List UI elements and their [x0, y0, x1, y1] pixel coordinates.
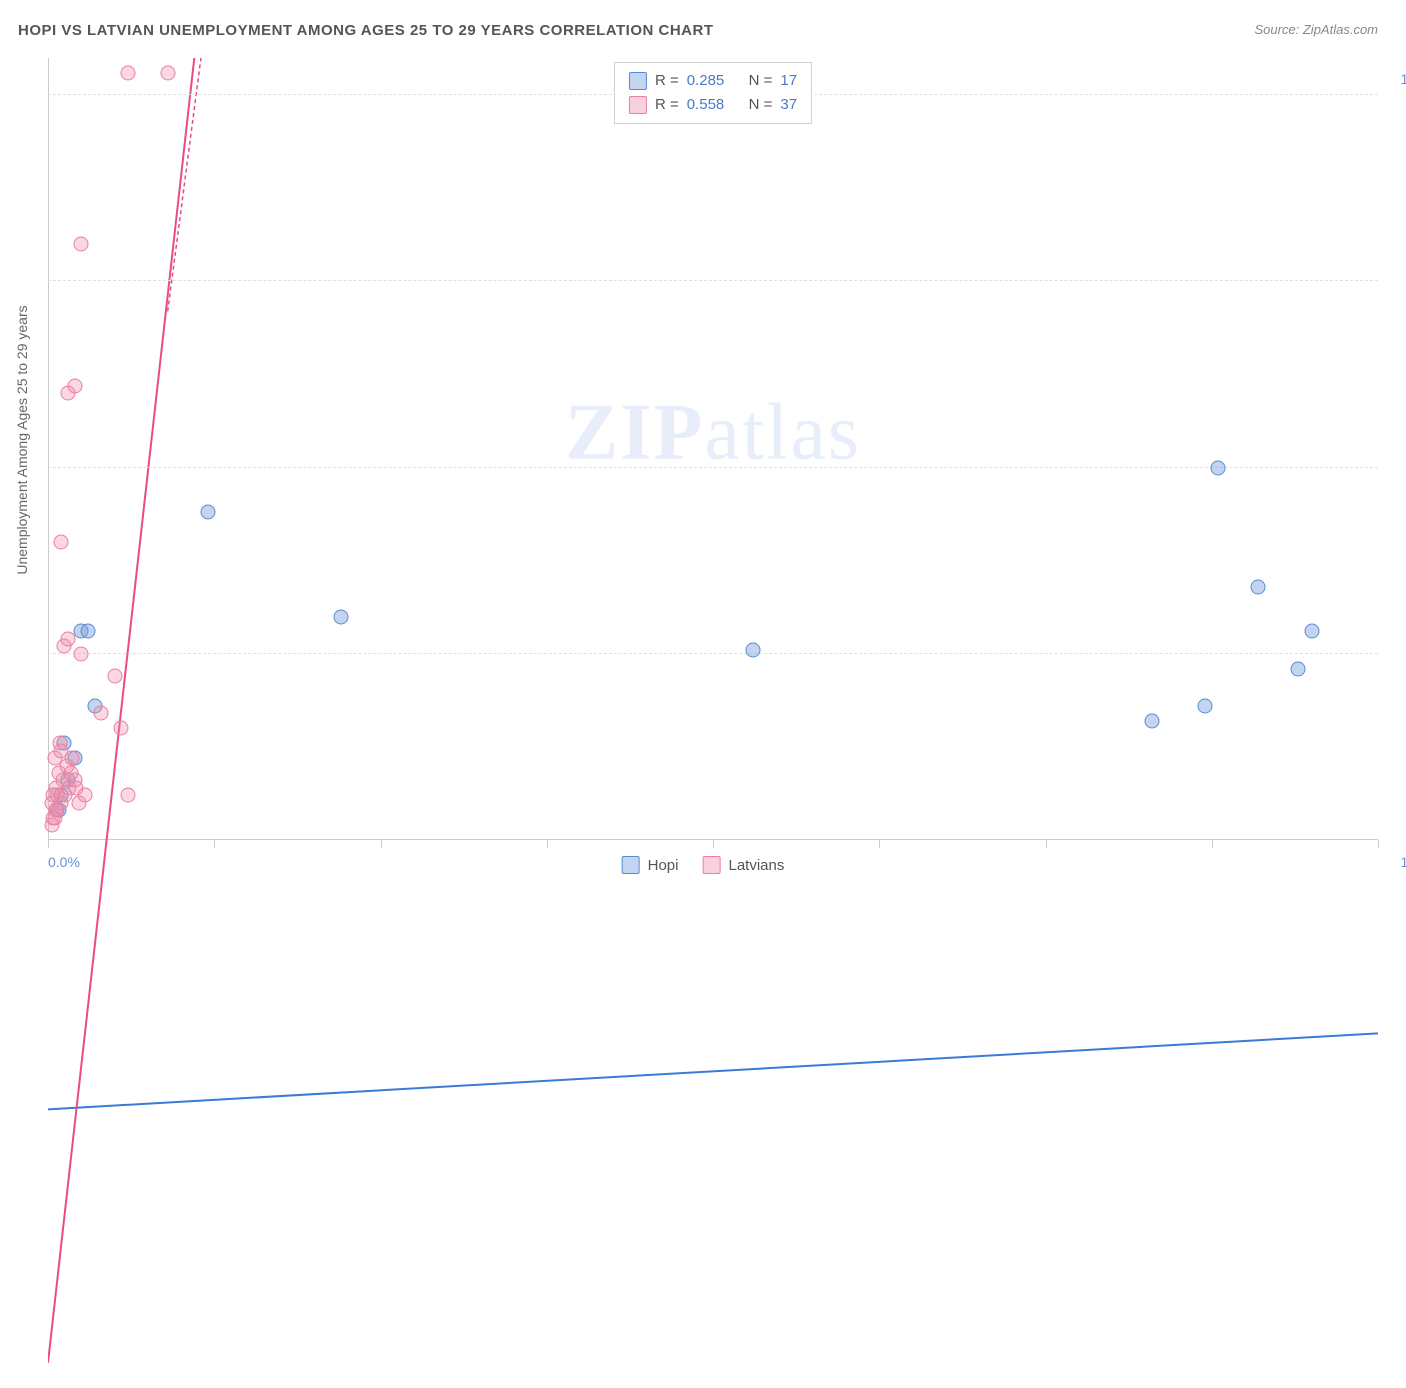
- scatter-plot: 25.0%50.0%75.0%100.0%: [48, 58, 1378, 840]
- trend-lines: [48, 58, 1378, 1388]
- data-point: [50, 788, 65, 803]
- y-tick-label: 100.0%: [1401, 71, 1406, 87]
- data-point: [80, 624, 95, 639]
- r-label: R =: [655, 93, 679, 117]
- data-point: [74, 646, 89, 661]
- gridline: [48, 467, 1378, 468]
- n-label: N =: [749, 69, 773, 93]
- source-attribution: Source: ZipAtlas.com: [1254, 22, 1378, 37]
- data-point: [63, 765, 78, 780]
- legend-item-latvians: Latvians: [702, 856, 784, 874]
- x-tick: [547, 840, 548, 848]
- x-tick: [381, 840, 382, 848]
- data-point: [52, 736, 67, 751]
- correlation-legend: R = 0.285 N = 17 R = 0.558 N = 37: [614, 62, 812, 124]
- legend-item-hopi: Hopi: [622, 856, 679, 874]
- data-point: [67, 378, 82, 393]
- gridline: [48, 653, 1378, 654]
- x-tick-min: 0.0%: [48, 854, 80, 870]
- r-value-latvians: 0.558: [687, 93, 725, 117]
- series-legend: Hopi Latvians: [622, 856, 785, 874]
- swatch-pink-icon: [629, 96, 647, 114]
- x-tick: [1046, 840, 1047, 848]
- legend-row-hopi: R = 0.285 N = 17: [629, 69, 797, 93]
- data-point: [160, 65, 175, 80]
- y-axis-line: [48, 58, 49, 840]
- data-point: [745, 643, 760, 658]
- x-tick: [214, 840, 215, 848]
- data-point: [1198, 698, 1213, 713]
- data-point: [46, 810, 61, 825]
- data-point: [1211, 460, 1226, 475]
- data-point: [107, 669, 122, 684]
- x-tick-max: 100.0%: [1401, 854, 1406, 870]
- data-point: [333, 609, 348, 624]
- data-point: [200, 505, 215, 520]
- y-axis-label: Unemployment Among Ages 25 to 29 years: [14, 305, 30, 574]
- x-tick: [879, 840, 880, 848]
- n-value-latvians: 37: [780, 93, 797, 117]
- data-point: [1304, 624, 1319, 639]
- data-point: [74, 237, 89, 252]
- data-point: [120, 65, 135, 80]
- data-point: [1251, 579, 1266, 594]
- data-point: [54, 535, 69, 550]
- gridline: [48, 280, 1378, 281]
- x-tick: [1378, 840, 1379, 848]
- n-value-hopi: 17: [780, 69, 797, 93]
- x-tick: [48, 840, 49, 848]
- x-tick: [1212, 840, 1213, 848]
- r-label: R =: [655, 69, 679, 93]
- legend-label-latvians: Latvians: [728, 857, 784, 874]
- legend-row-latvians: R = 0.558 N = 37: [629, 93, 797, 117]
- swatch-pink-icon: [702, 856, 720, 874]
- chart-title: HOPI VS LATVIAN UNEMPLOYMENT AMONG AGES …: [18, 22, 714, 39]
- data-point: [64, 751, 79, 766]
- data-point: [1144, 713, 1159, 728]
- data-point: [60, 631, 75, 646]
- swatch-blue-icon: [622, 856, 640, 874]
- data-point: [68, 780, 83, 795]
- x-tick: [713, 840, 714, 848]
- swatch-blue-icon: [629, 72, 647, 90]
- n-label: N =: [749, 93, 773, 117]
- data-point: [1291, 661, 1306, 676]
- legend-label-hopi: Hopi: [648, 857, 679, 874]
- data-point: [114, 721, 129, 736]
- chart-plot-area: ZIPatlas R = 0.285 N = 17 R = 0.558 N = …: [48, 58, 1378, 840]
- data-point: [94, 706, 109, 721]
- r-value-hopi: 0.285: [687, 69, 725, 93]
- data-point: [120, 788, 135, 803]
